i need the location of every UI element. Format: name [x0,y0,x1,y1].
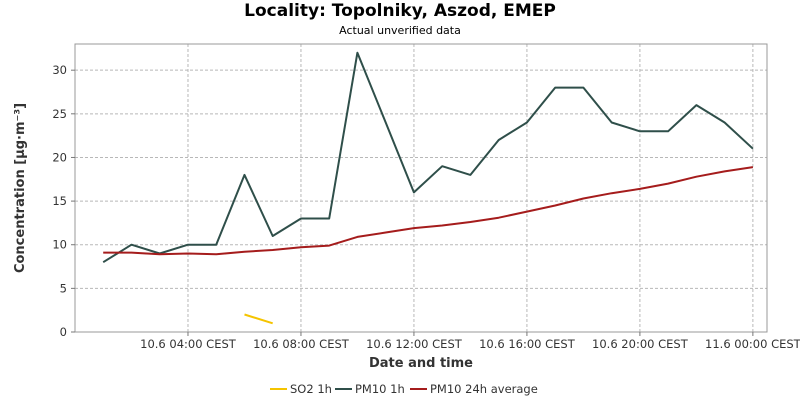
legend-label: SO2 1h [290,382,332,396]
x-tick-label: 11.6 00:00 CEST [705,337,800,351]
legend-item: SO2 1h [270,382,332,396]
y-tick-label: 20 [52,150,67,164]
legend: SO2 1h PM10 1h PM10 24h average [270,382,538,396]
y-tick-label: 30 [52,63,67,77]
plot-area [74,43,768,333]
legend-item: PM10 24h average [410,382,538,396]
y-tick-label: 15 [52,194,67,208]
chart-subtitle: Actual unverified data [339,24,461,37]
legend-item: PM10 1h [335,382,405,396]
x-tick-label: 10.6 20:00 CEST [592,337,689,351]
x-tick-label: 10.6 04:00 CEST [140,337,237,351]
x-tick-label: 10.6 08:00 CEST [253,337,350,351]
legend-label: PM10 24h average [430,382,538,396]
x-tick-label: 10.6 12:00 CEST [366,337,463,351]
x-axis-label: Date and time [369,356,473,371]
series-line-pm10-1h [102,51,754,264]
legend-label: PM10 1h [355,382,405,396]
y-tick-label: 5 [60,281,67,295]
x-tick-label: 10.6 16:00 CEST [479,337,576,351]
series-line-so2-1h [244,313,273,325]
y-axis-label: Concentration [µg·m⁻³] [13,103,28,273]
grid [75,44,767,332]
series-line-pm10-24h-average [103,166,754,256]
x-axis: 10.6 04:00 CEST 10.6 08:00 CEST 10.6 12:00… [140,332,800,351]
y-tick-label: 25 [52,107,67,121]
chart-title: Locality: Topolniky, Aszod, EMEP [244,1,556,21]
y-axis: 0 5 10 15 20 25 30 [52,63,75,339]
y-tick-label: 10 [52,238,67,252]
y-tick-label: 0 [60,325,67,339]
series-layer [102,51,754,325]
